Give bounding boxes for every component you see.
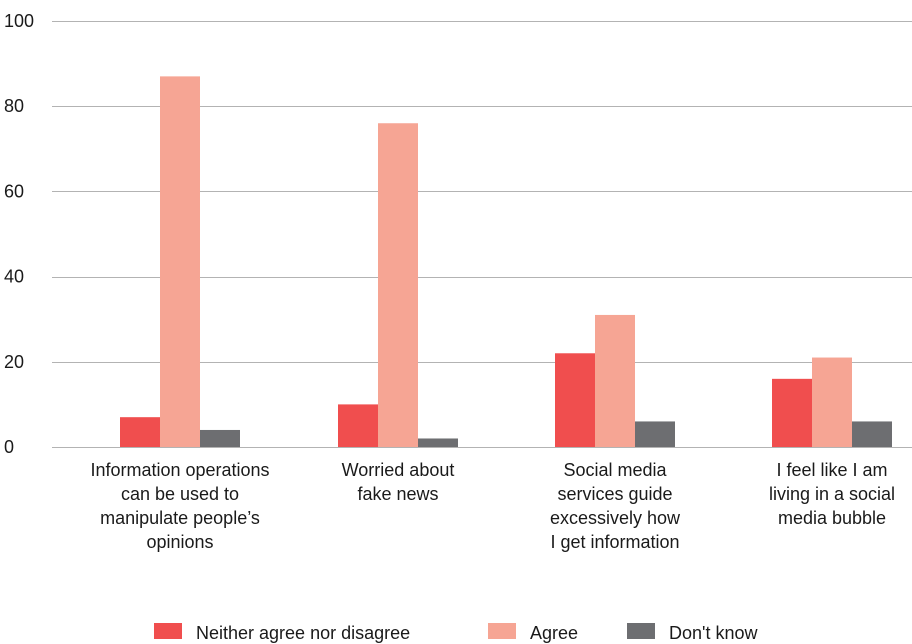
- bars: [120, 76, 892, 448]
- category-label-line: Worried about: [342, 460, 455, 480]
- bar-neither-agree-nor-disagree-2: [555, 353, 595, 447]
- bar-neither-agree-nor-disagree-0: [120, 417, 160, 447]
- category-label-line: fake news: [357, 484, 438, 504]
- y-axis-tick-labels: 0 20 40 60 80 100: [4, 11, 34, 457]
- category-label-line: opinions: [146, 532, 213, 552]
- category-label-line: I get information: [550, 532, 679, 552]
- bar-agree-3: [812, 357, 852, 447]
- category-label: Worried about fake news: [342, 460, 455, 504]
- legend-swatch: [627, 623, 655, 639]
- category-labels: Information operations can be used to mani…: [90, 460, 895, 552]
- bar-don-t-know-0: [200, 429, 240, 447]
- legend-label: Don't know: [669, 623, 758, 643]
- y-tick-label: 100: [4, 11, 34, 31]
- bar-don-t-know-3: [852, 421, 892, 447]
- category-label-line: can be used to: [121, 484, 239, 504]
- legend-item: Neither agree nor disagree: [154, 623, 410, 643]
- category-label-line: Information operations: [90, 460, 269, 480]
- y-tick-label: 80: [4, 96, 24, 116]
- legend: Neither agree nor disagree Agree Don't kno…: [154, 623, 758, 643]
- y-tick-label: 40: [4, 267, 24, 287]
- legend-label: Neither agree nor disagree: [196, 623, 410, 643]
- category-label: Social media services guide excessively ho…: [550, 460, 681, 552]
- bar-agree-0: [160, 76, 200, 447]
- bar-agree-2: [595, 314, 635, 447]
- category-label-line: Social media: [563, 460, 667, 480]
- category-label-line: I feel like I am: [776, 460, 887, 480]
- category-label-line: manipulate people’s: [100, 508, 260, 528]
- category-label-line: living in a social: [769, 484, 895, 504]
- category-label-line: excessively how: [550, 508, 681, 528]
- bar-don-t-know-1: [418, 438, 458, 447]
- y-tick-label: 60: [4, 181, 24, 201]
- bar-agree-1: [378, 123, 418, 448]
- bar-neither-agree-nor-disagree-1: [338, 404, 378, 447]
- legend-swatch: [154, 623, 182, 639]
- legend-swatch: [488, 623, 516, 639]
- category-label: I feel like I am living in a social media …: [769, 460, 895, 528]
- category-label-line: services guide: [557, 484, 672, 504]
- bar-don-t-know-2: [635, 421, 675, 447]
- category-label: Information operations can be used to mani…: [90, 460, 269, 552]
- category-label-line: media bubble: [778, 508, 886, 528]
- legend-item: Don't know: [627, 623, 758, 643]
- legend-label: Agree: [530, 623, 578, 643]
- y-tick-label: 20: [4, 352, 24, 372]
- bar-neither-agree-nor-disagree-3: [772, 378, 812, 447]
- y-tick-label: 0: [4, 437, 14, 457]
- legend-item: Agree: [488, 623, 578, 643]
